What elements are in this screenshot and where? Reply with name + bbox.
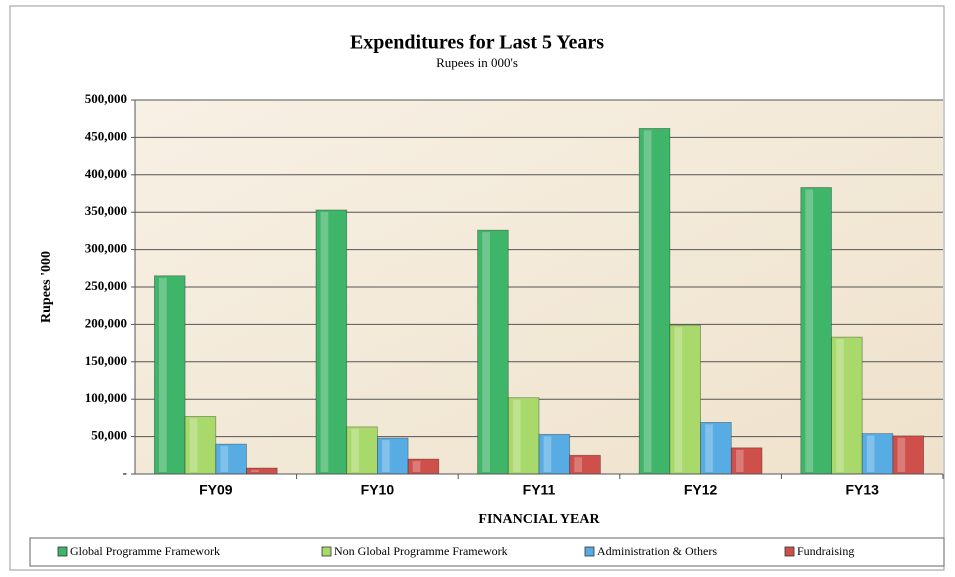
x-axis-label: FINANCIAL YEAR	[478, 512, 600, 527]
legend-label: Global Programme Framework	[70, 544, 220, 558]
bar	[730, 447, 763, 475]
bar-shine	[897, 437, 906, 472]
bar	[831, 336, 863, 475]
bar-shine	[320, 211, 329, 472]
x-tick-label: FY10	[361, 482, 395, 498]
bar-shine	[836, 339, 844, 472]
y-axis-label: Rupees '000	[39, 251, 54, 323]
bar-shine	[351, 428, 359, 472]
bar	[892, 435, 925, 475]
y-tick-label: 400,000	[85, 166, 127, 181]
bar-shine	[189, 418, 198, 472]
bar-shine	[805, 189, 814, 473]
bar-shine	[158, 277, 167, 472]
x-tick-label: FY09	[199, 482, 233, 498]
bar	[669, 324, 701, 475]
legend-swatch	[584, 546, 595, 557]
y-tick-label: 150,000	[85, 353, 127, 368]
bar	[153, 275, 186, 475]
bar-shine	[543, 436, 552, 472]
x-tick-label: FY11	[523, 482, 556, 498]
bar-shine	[735, 449, 744, 472]
legend-label: Fundraising	[797, 544, 854, 558]
y-tick-label: -	[123, 465, 127, 480]
bar-shine	[382, 440, 390, 472]
bar-shine	[866, 435, 875, 472]
bar-shine	[512, 399, 521, 472]
chart-title: Expenditures for Last 5 Years	[350, 32, 604, 54]
y-tick-label: 200,000	[85, 315, 127, 330]
y-tick-label: 350,000	[85, 203, 127, 218]
bar	[638, 128, 671, 475]
bar	[184, 416, 217, 475]
bar-shine	[674, 327, 683, 472]
bar	[215, 443, 247, 475]
y-tick-label: 500,000	[85, 91, 127, 106]
bar-shine	[643, 130, 652, 472]
y-tick-label: 100,000	[85, 390, 127, 405]
bar-shine	[482, 232, 490, 472]
x-tick-label: FY13	[845, 482, 879, 498]
x-tick-label: FY12	[684, 482, 718, 498]
bar-shine	[251, 470, 259, 472]
y-tick-label: 50,000	[91, 428, 127, 443]
chart-subtitle: Rupees in 000's	[436, 55, 518, 70]
legend-swatch	[57, 546, 68, 557]
legend-label: Administration & Others	[597, 544, 717, 558]
y-tick-label: 450,000	[85, 128, 127, 143]
bar	[800, 187, 832, 475]
bar-shine	[574, 457, 582, 472]
bar	[376, 437, 409, 475]
y-tick-label: 250,000	[85, 278, 127, 293]
bar-shine	[412, 461, 421, 472]
bar	[700, 421, 732, 475]
bar-shine	[220, 446, 229, 472]
y-tick-label: 300,000	[85, 241, 127, 256]
legend-label: Non Global Programme Framework	[334, 544, 508, 558]
bar-shine	[705, 424, 713, 472]
bar	[315, 209, 348, 475]
legend-swatch	[321, 546, 332, 557]
legend-swatch	[784, 546, 795, 557]
